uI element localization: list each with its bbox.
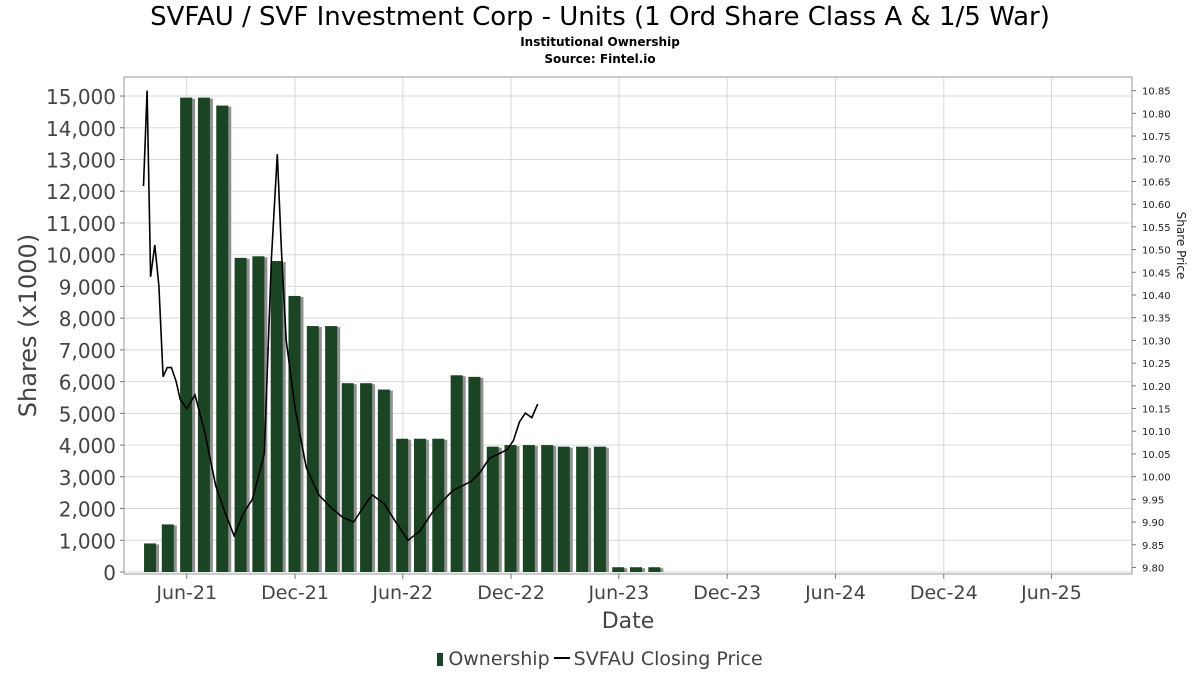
y2-tick-label: 9.80 — [1142, 563, 1164, 574]
ownership-chart: 0 1,000 2,000 3,000 4,000 5,000 6,000 7,000 8,00… — [14, 76, 1188, 634]
price-line — [142, 90, 539, 542]
chart-source: Source: Fintel.io — [544, 52, 656, 66]
y2-tick-label: 10.25 — [1142, 359, 1171, 370]
y-tick-label: 4,000 — [59, 434, 116, 458]
ownership-bar — [612, 567, 625, 572]
x-tick-label: Jun-24 — [804, 582, 866, 604]
price-line-group — [142, 90, 539, 542]
ownership-bar — [468, 376, 481, 572]
y2-tick-label: 10.75 — [1142, 132, 1171, 143]
y2-tick-label: 10.80 — [1142, 109, 1171, 120]
y2-tick-label: 10.40 — [1142, 291, 1171, 302]
y-axis: 0 1,000 2,000 3,000 4,000 5,000 6,000 7,000 8,00… — [46, 85, 124, 585]
ownership-bar — [216, 105, 229, 573]
y-tick-label: 14,000 — [46, 117, 116, 141]
ownership-bar — [197, 97, 210, 572]
x-tick-label: Dec-21 — [261, 582, 329, 604]
x-tick-label: Dec-22 — [477, 582, 545, 604]
ownership-bar — [576, 446, 589, 572]
chart-legend: Ownership SVFAU Closing Price — [0, 648, 1200, 670]
y-tick-label: 1,000 — [59, 529, 116, 553]
ownership-bar — [144, 543, 157, 572]
y-tick-label: 13,000 — [46, 149, 116, 173]
ownership-bar — [161, 524, 174, 572]
ownership-bar — [234, 257, 247, 572]
ownership-bar — [486, 446, 499, 572]
x-tick-label: Jun-22 — [371, 582, 433, 604]
ownership-bar — [593, 446, 606, 572]
x-tick-label: Jun-25 — [1020, 582, 1082, 604]
y-tick-label: 5,000 — [59, 402, 116, 426]
y2-tick-label: 10.15 — [1142, 405, 1171, 416]
y-tick-label: 7,000 — [59, 339, 116, 363]
ownership-bar — [341, 383, 354, 572]
ownership-bar — [629, 567, 642, 572]
ownership-bar — [306, 326, 319, 572]
y-tick-label: 15,000 — [46, 85, 116, 109]
chart-title: SVFAU / SVF Investment Corp - Units (1 O… — [150, 2, 1050, 32]
y2-axis-label: Share Price — [1174, 212, 1188, 280]
ownership-bar — [325, 326, 338, 572]
y-tick-label: 10,000 — [46, 244, 116, 268]
y-tick-label: 2,000 — [59, 498, 116, 522]
y-tick-label: 11,000 — [46, 212, 116, 236]
ownership-bar — [377, 389, 390, 572]
y2-tick-label: 10.30 — [1142, 336, 1171, 347]
y-tick-label: 3,000 — [59, 466, 116, 490]
chart-subtitle: Institutional Ownership — [520, 35, 680, 49]
y-tick-label: 8,000 — [59, 307, 116, 331]
ownership-bar — [252, 256, 265, 572]
ownership-bar — [522, 445, 535, 572]
y-tick-label: 12,000 — [46, 180, 116, 204]
ownership-legend-swatch — [437, 653, 444, 666]
y2-tick-label: 10.45 — [1142, 268, 1171, 279]
ownership-bar — [360, 383, 373, 572]
y-tick-label: 9,000 — [59, 275, 116, 299]
y2-tick-label: 10.35 — [1142, 314, 1171, 325]
y2-tick-label: 10.70 — [1142, 155, 1171, 166]
ownership-bars — [144, 97, 664, 573]
x-tick-label: Jun-23 — [587, 582, 649, 604]
x-tick-label: Dec-24 — [910, 582, 978, 604]
ownership-bar — [288, 295, 301, 572]
y2-tick-label: 10.85 — [1142, 87, 1171, 98]
y2-tick-label: 10.05 — [1142, 450, 1171, 461]
y2-tick-label: 10.55 — [1142, 223, 1171, 234]
price-legend-swatch — [553, 657, 570, 659]
ownership-bar — [180, 97, 193, 572]
ownership-bar — [541, 445, 554, 572]
ownership-bar — [396, 438, 409, 572]
ownership-bar — [450, 375, 463, 572]
ownership-bar — [270, 261, 283, 572]
ownership-bar — [648, 567, 661, 572]
y2-tick-label: 9.90 — [1142, 518, 1164, 529]
y2-tick-label: 10.60 — [1142, 200, 1171, 211]
ownership-legend-label: Ownership — [448, 648, 550, 670]
y-tick-label: 0 — [103, 561, 116, 585]
ownership-bar — [504, 445, 517, 572]
y2-tick-label: 10.20 — [1142, 382, 1171, 393]
ownership-bar — [557, 446, 570, 572]
x-tick-label: Jun-21 — [155, 582, 217, 604]
y2-tick-label: 10.10 — [1142, 427, 1171, 438]
y-axis-label: Shares (x1000) — [14, 234, 42, 417]
y2-tick-label: 9.85 — [1142, 541, 1164, 552]
y2-tick-label: 9.95 — [1142, 495, 1164, 506]
y2-axis: 9.80 9.85 9.90 9.95 10.00 10.05 10.10 10.15 10.2… — [1132, 87, 1171, 574]
y-tick-label: 6,000 — [59, 371, 116, 395]
price-legend-label: SVFAU Closing Price — [573, 648, 763, 670]
plot-frame — [123, 76, 1133, 575]
x-axis-label: Date — [602, 609, 655, 634]
x-axis: Jun-21 Dec-21 Jun-22 Dec-22 Jun-23 Dec-23 Jun-… — [155, 574, 1082, 604]
y2-tick-label: 10.00 — [1142, 473, 1171, 484]
x-tick-label: Dec-23 — [693, 582, 761, 604]
y2-tick-label: 10.50 — [1142, 246, 1171, 257]
ownership-bar — [413, 438, 426, 572]
y2-tick-label: 10.65 — [1142, 177, 1171, 188]
